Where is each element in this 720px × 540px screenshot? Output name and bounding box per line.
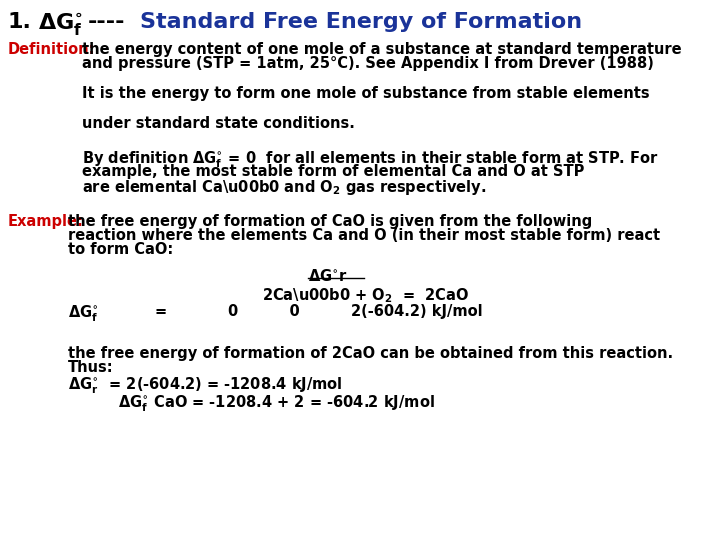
Text: are elemental Ca\u00b0 and O$_{\mathbf{2}}$ gas respectively.: are elemental Ca\u00b0 and O$_{\mathbf{2… xyxy=(82,178,486,197)
Text: the energy content of one mole of a substance at standard temperature: the energy content of one mole of a subs… xyxy=(82,42,682,57)
Text: 2Ca\u00b0 + O$_{\mathbf{2}}$  =  2CaO: 2Ca\u00b0 + O$_{\mathbf{2}}$ = 2CaO xyxy=(262,286,469,305)
Text: ----: ---- xyxy=(88,12,125,32)
Text: the free energy of formation of CaO is given from the following: the free energy of formation of CaO is g… xyxy=(68,214,593,229)
Text: Definition:: Definition: xyxy=(8,42,96,57)
Text: Example:: Example: xyxy=(8,214,84,229)
Text: $\mathbf{\Delta G^{\circ}_{f}}$: $\mathbf{\Delta G^{\circ}_{f}}$ xyxy=(68,304,99,325)
Text: By definition $\mathbf{\Delta G_{f}^{\circ}}$ = 0  for all elements in their sta: By definition $\mathbf{\Delta G_{f}^{\ci… xyxy=(82,150,659,171)
Text: reaction where the elements Ca and O (in their most stable form) react: reaction where the elements Ca and O (in… xyxy=(68,228,660,243)
Text: $\mathbf{\Delta G^{\circ}_{f}}$: $\mathbf{\Delta G^{\circ}_{f}}$ xyxy=(38,12,83,38)
Text: 0          0          2(-604.2) kJ/mol: 0 0 2(-604.2) kJ/mol xyxy=(228,304,482,319)
Text: to form CaO:: to form CaO: xyxy=(68,242,174,257)
Text: =: = xyxy=(155,304,167,319)
Text: under standard state conditions.: under standard state conditions. xyxy=(82,116,355,131)
Text: the free energy of formation of 2CaO can be obtained from this reaction.: the free energy of formation of 2CaO can… xyxy=(68,346,673,361)
Text: 1.: 1. xyxy=(8,12,32,32)
Text: Thus:: Thus: xyxy=(68,360,114,375)
Text: and pressure (STP = 1atm, 25°C). See Appendix I from Drever (1988): and pressure (STP = 1atm, 25°C). See App… xyxy=(82,56,654,71)
Text: $\mathbf{\Delta G^{\circ}_{r}}$  = 2(-604.2) = -1208.4 kJ/mol: $\mathbf{\Delta G^{\circ}_{r}}$ = 2(-604… xyxy=(68,376,343,396)
Text: Standard Free Energy of Formation: Standard Free Energy of Formation xyxy=(140,12,582,32)
Text: It is the energy to form one mole of substance from stable elements: It is the energy to form one mole of sub… xyxy=(82,86,649,101)
Text: $\mathbf{\Delta G^{\circ}r}$: $\mathbf{\Delta G^{\circ}r}$ xyxy=(308,268,348,284)
Text: example, the most stable form of elemental Ca and O at STP: example, the most stable form of element… xyxy=(82,164,585,179)
Text: $\mathbf{\Delta G^{\circ}_{f}}$ CaO = -1208.4 + 2 = -604.2 kJ/mol: $\mathbf{\Delta G^{\circ}_{f}}$ CaO = -1… xyxy=(118,394,435,415)
